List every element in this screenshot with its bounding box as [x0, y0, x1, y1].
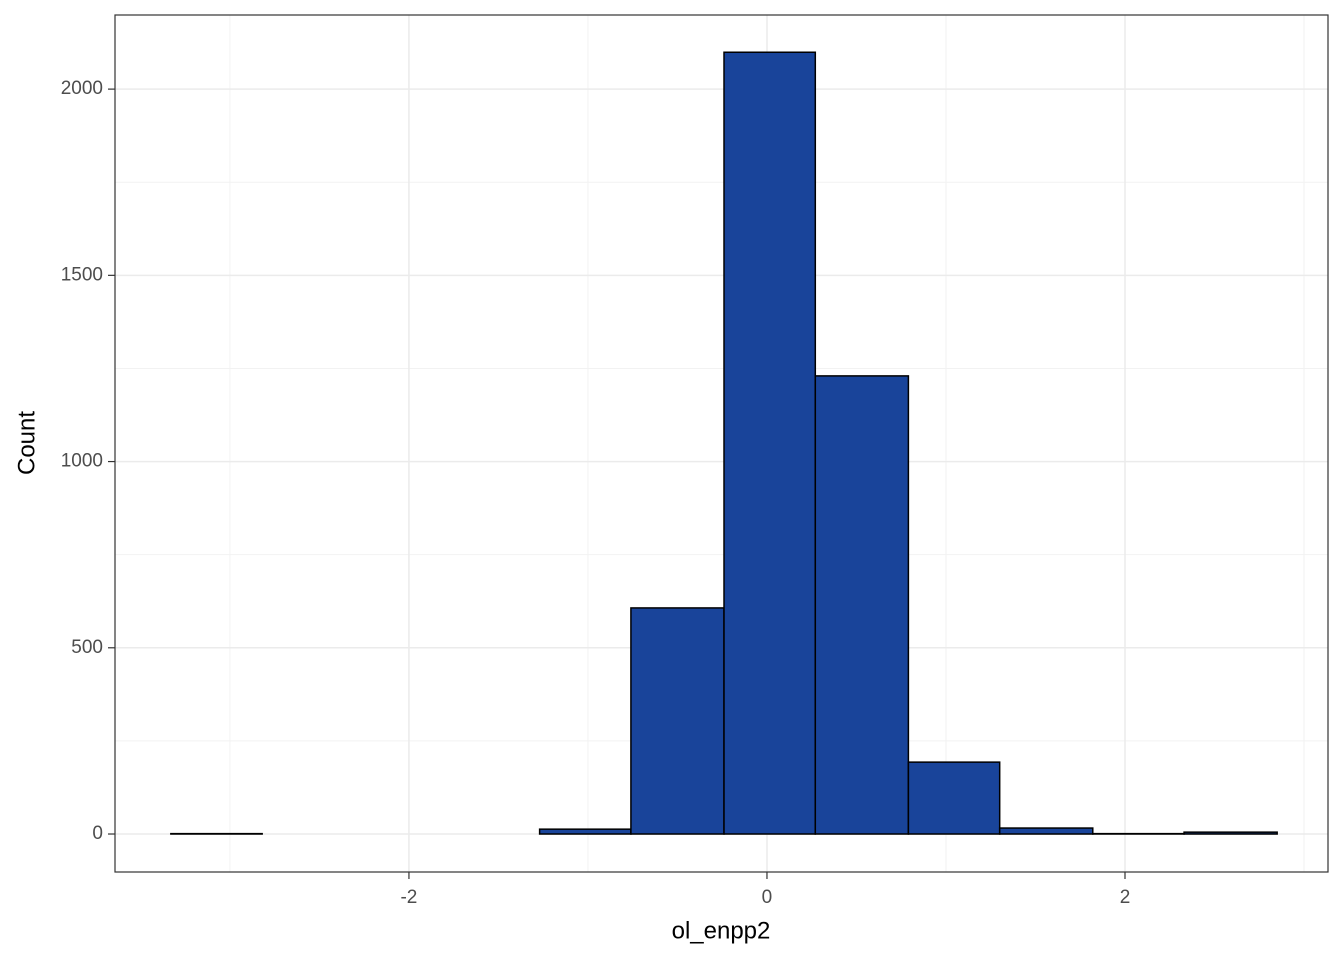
x-axis-title: ol_enpp2 — [672, 917, 771, 944]
bar — [814, 375, 910, 835]
bar — [723, 51, 817, 835]
panel-border — [114, 14, 1329, 873]
x-tick-label: 0 — [762, 887, 773, 908]
y-tick-label: 1500 — [61, 264, 103, 285]
y-axis-title: Count — [13, 411, 40, 475]
y-tick-label: 500 — [71, 637, 103, 658]
x-tick-label: 2 — [1120, 887, 1131, 908]
y-tick-label: 2000 — [61, 78, 103, 99]
bar — [538, 828, 632, 835]
bar — [907, 761, 1001, 835]
bar — [630, 607, 725, 835]
y-tick-label: 1000 — [61, 451, 103, 472]
bar — [998, 827, 1094, 835]
bar — [1183, 831, 1278, 835]
y-tick-label: 0 — [92, 823, 103, 844]
x-tick-label: -2 — [400, 887, 417, 908]
